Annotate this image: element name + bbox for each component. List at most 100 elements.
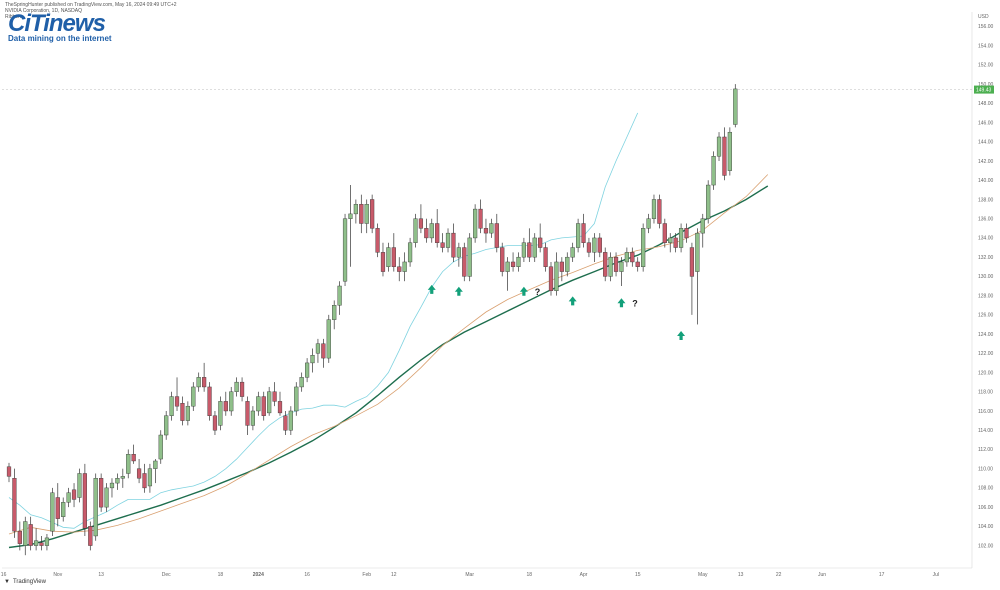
y-tick-label: 120.00: [978, 370, 994, 376]
candle: [380, 242, 386, 277]
candle-body: [256, 396, 261, 412]
candle-body: [538, 237, 543, 248]
candle: [283, 410, 288, 436]
candle-body: [689, 247, 695, 277]
candle-body: [386, 247, 391, 267]
candle: [527, 228, 532, 262]
candle-body: [120, 476, 125, 479]
y-tick-label: 152.00: [978, 63, 994, 69]
candle: [424, 218, 429, 243]
y-tick-label: 148.00: [978, 101, 994, 107]
x-tick-label: Jun: [818, 572, 826, 578]
candle-body: [451, 232, 456, 258]
candle-body: [202, 377, 207, 388]
candle-body: [321, 343, 326, 359]
x-tick-label: Mar: [465, 572, 474, 578]
footer-brand: TradingView: [12, 579, 46, 585]
candle: [77, 468, 82, 503]
candle-body: [153, 460, 158, 469]
candle-body: [733, 88, 738, 125]
candle-body: [174, 396, 180, 407]
x-tick-label: Dec: [162, 572, 171, 578]
y-tick-label: 146.00: [978, 120, 994, 126]
candle: [467, 233, 472, 282]
y-tick-label: 108.00: [978, 486, 994, 492]
candle-body: [445, 232, 451, 248]
y-tick-label: 136.00: [978, 217, 994, 223]
candle-body: [397, 266, 402, 272]
candle: [277, 391, 283, 416]
candle-body: [684, 228, 689, 239]
candle: [342, 213, 348, 286]
candle: [109, 478, 115, 498]
x-tick-label: 16: [304, 572, 310, 578]
candle-body: [483, 228, 489, 234]
candle: [435, 209, 440, 248]
candle: [321, 338, 326, 368]
candle: [115, 473, 120, 490]
candle-body: [407, 242, 413, 263]
candle: [234, 377, 239, 397]
candle-body: [500, 247, 505, 272]
candle: [299, 372, 304, 392]
x-tick-label: Feb: [362, 572, 371, 578]
candle-body: [646, 218, 651, 229]
candle: [99, 473, 104, 512]
candle-body: [44, 537, 50, 546]
candle: [581, 213, 586, 248]
candle-body: [77, 473, 82, 498]
candle: [142, 463, 147, 493]
candle: [510, 252, 516, 272]
candle-body: [245, 401, 250, 426]
candle-body: [657, 199, 662, 224]
candle-body: [180, 403, 185, 421]
candle: [543, 242, 548, 272]
y-tick-label: 122.00: [978, 351, 994, 357]
candle-body: [494, 223, 499, 248]
candle-body: [131, 454, 136, 462]
candle-body: [489, 223, 494, 234]
x-tick-label: 12: [391, 572, 397, 578]
candle-body: [337, 285, 342, 306]
x-tick-label: 16: [1, 572, 7, 578]
candle-body: [348, 213, 353, 219]
candle: [88, 521, 93, 551]
publisher-line: TheSpringHunter published on TradingView…: [5, 2, 177, 8]
candle-body: [277, 401, 283, 414]
candle-body: [332, 305, 337, 320]
candle-body: [505, 261, 510, 272]
candle-body: [722, 136, 727, 176]
candle-body: [678, 228, 684, 248]
candle-body: [250, 410, 255, 426]
candle-body: [34, 540, 39, 546]
candle: [516, 252, 521, 272]
candle: [315, 338, 321, 363]
candle: [169, 391, 174, 421]
candle-body: [429, 223, 434, 239]
x-tick-label: 2024: [253, 572, 264, 578]
x-tick-label: Apr: [580, 572, 588, 578]
y-tick-label: 106.00: [978, 505, 994, 511]
axes: USD 156.00 154.00 152.00 150.00 148.00 146.00 1…: [1, 14, 994, 578]
candle-body: [353, 204, 358, 215]
candle-body: [597, 237, 602, 253]
candle: [722, 127, 727, 181]
candle-body: [391, 247, 396, 267]
candle-body: [510, 261, 516, 267]
candle: [733, 84, 738, 128]
candle-body: [424, 228, 429, 239]
candle-body: [104, 487, 109, 508]
candle-body: [570, 247, 575, 258]
candle-body: [527, 242, 532, 258]
candle: [478, 199, 483, 234]
candle: [212, 410, 218, 436]
candle-body: [635, 261, 640, 267]
y-tick-label: 124.00: [978, 332, 994, 338]
candle-body: [115, 478, 120, 484]
candle: [445, 228, 451, 253]
candle: [294, 382, 299, 416]
candle: [288, 406, 293, 436]
candle: [418, 204, 424, 234]
candle: [397, 257, 402, 282]
